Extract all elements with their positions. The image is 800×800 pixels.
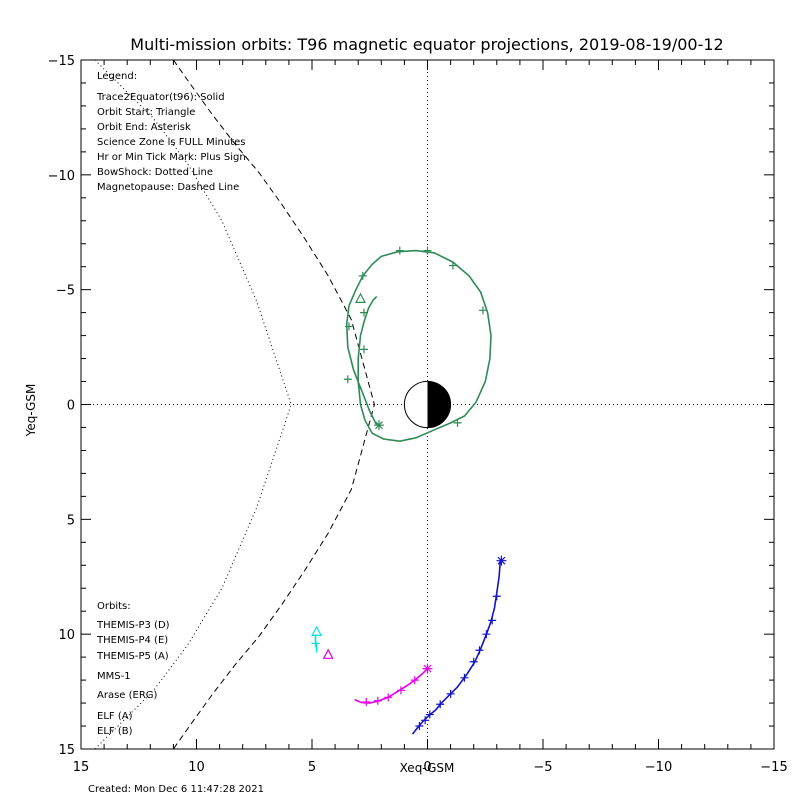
orbit-legend-entry: Arase (ERG) xyxy=(97,690,158,701)
y-tick-label: 15 xyxy=(58,743,75,758)
tick-mark xyxy=(425,710,434,719)
end-marker xyxy=(496,555,507,566)
series-themis-p4-e xyxy=(411,555,507,735)
tick-mark xyxy=(395,246,404,255)
x-tick-label: −5 xyxy=(533,760,552,775)
end-marker xyxy=(422,663,433,674)
tick-mark xyxy=(359,308,368,317)
tick-mark xyxy=(421,716,430,725)
start-marker xyxy=(311,625,323,636)
legend-entry: Orbit End: Asterisk xyxy=(97,122,191,133)
orbit-line-themis-p4-e xyxy=(411,560,502,735)
orbit-legend-entry: THEMIS-P3 (D) xyxy=(96,620,170,631)
tick-mark xyxy=(436,700,445,709)
tick-mark xyxy=(311,639,320,648)
orbit-legend-entry: MMS-1 xyxy=(97,671,131,682)
bowshock-line xyxy=(94,59,292,750)
orbit-series xyxy=(311,246,507,735)
x-tick-label: 5 xyxy=(308,760,316,775)
tick-mark xyxy=(343,375,352,384)
legend-entry: Trace2Equator(t96): Solid xyxy=(96,92,225,103)
legend-entry: BowShock: Dotted Line xyxy=(97,167,213,178)
tick-mark xyxy=(423,246,432,255)
tick-mark xyxy=(359,345,368,354)
y-axis-label: Yeq-GSM xyxy=(24,384,38,438)
start-marker xyxy=(355,292,367,303)
x-tick-label: 0 xyxy=(423,760,431,775)
y-tick-label: −15 xyxy=(48,54,75,69)
created-footer: Created: Mon Dec 6 11:47:28 2021 xyxy=(88,784,264,795)
tick-mark xyxy=(475,646,484,655)
tick-mark xyxy=(453,418,462,427)
orbit-legend-entry: ELF (A) xyxy=(97,711,133,722)
earth-symbol xyxy=(403,380,452,429)
axis-tick-labels: 15 10 5 0 −5 −10 −15 −15 −10 −5 0 5 10 15 xyxy=(48,54,788,775)
tick-mark xyxy=(448,261,457,270)
legend-entry: Magnetopause: Dashed Line xyxy=(97,182,239,193)
x-tick-label: −15 xyxy=(760,760,787,775)
earth-night-side xyxy=(427,381,451,428)
boundaries xyxy=(94,59,375,750)
tick-mark xyxy=(492,592,501,601)
legend-entry: Hr or Min Tick Mark: Plus Sign xyxy=(97,152,246,163)
series-arase-erg xyxy=(343,246,492,443)
legend-title: Legend: xyxy=(97,71,137,82)
tick-mark xyxy=(362,697,371,706)
orbit-legend-entry: THEMIS-P4 (E) xyxy=(96,635,168,646)
end-marker xyxy=(373,420,384,431)
tick-mark xyxy=(396,686,405,695)
orbits-legend-title: Orbits: xyxy=(97,601,131,612)
legend-entry: Science Zone is FULL Minutes xyxy=(97,137,246,148)
axis-ticks xyxy=(80,59,775,750)
legend-entry: Orbit Start: Triangle xyxy=(97,107,195,118)
tick-mark xyxy=(460,673,469,682)
tick-mark xyxy=(488,616,497,625)
y-tick-label: 10 xyxy=(58,628,75,643)
y-tick-label: −10 xyxy=(48,169,75,184)
series-themis-p3-d xyxy=(311,625,323,653)
tick-mark xyxy=(410,676,419,685)
x-axis-label: Xeq-GSM xyxy=(400,761,455,775)
y-tick-label: 0 xyxy=(67,399,75,414)
chart-title: Multi-mission orbits: T96 magnetic equat… xyxy=(130,35,723,54)
themis-p5-start-marker xyxy=(322,648,334,659)
tick-mark xyxy=(446,689,455,698)
tick-mark xyxy=(482,630,491,639)
tick-mark xyxy=(384,693,393,702)
tick-mark xyxy=(373,696,382,705)
x-tick-label: 15 xyxy=(73,760,90,775)
y-tick-label: 5 xyxy=(67,513,75,528)
magnetopause-line xyxy=(172,59,375,750)
tick-mark xyxy=(358,271,367,280)
legend: Legend: Trace2Equator(t96): Solid Orbit St… xyxy=(96,71,246,193)
orbit-line-arase-erg xyxy=(345,249,492,443)
tick-mark xyxy=(469,657,478,666)
tick-mark xyxy=(344,322,353,331)
tick-mark xyxy=(478,306,487,315)
tick-mark xyxy=(415,722,424,731)
x-tick-label: −10 xyxy=(645,760,672,775)
series-themis-p5-a xyxy=(354,663,433,706)
orbit-legend-entry: THEMIS-P5 (A) xyxy=(96,651,169,662)
orbit-legend: Orbits: THEMIS-P3 (D) THEMIS-P4 (E) THEMIS-… xyxy=(96,601,170,737)
orbit-legend-entry: ELF (B) xyxy=(97,726,133,737)
x-tick-label: 10 xyxy=(188,760,205,775)
y-tick-label: −5 xyxy=(56,284,75,299)
